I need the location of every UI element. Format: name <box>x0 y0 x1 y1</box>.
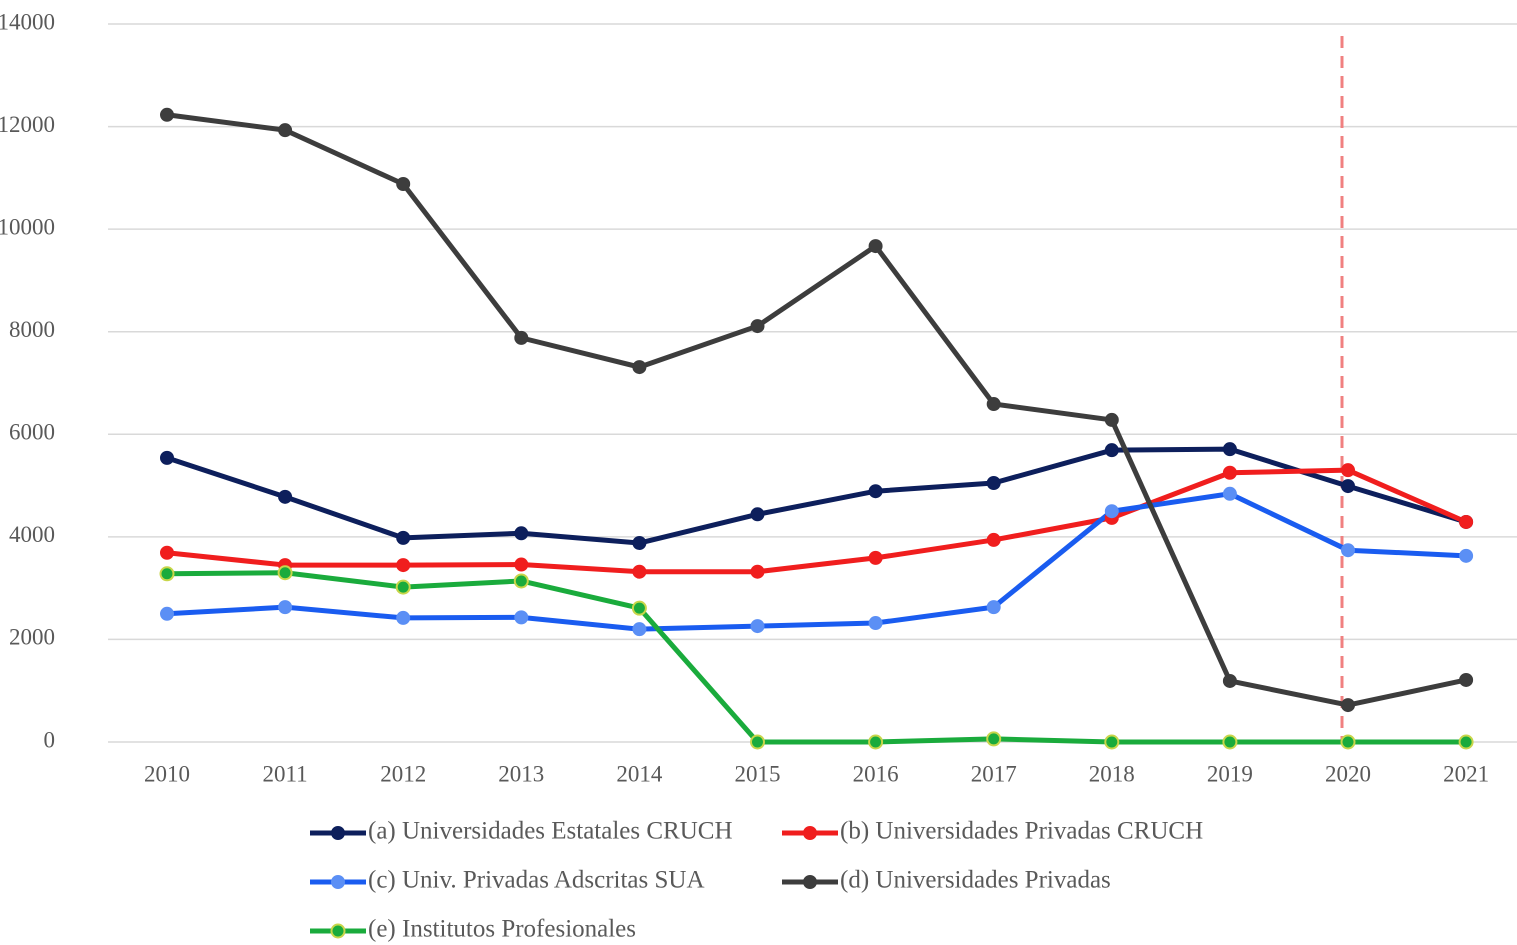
data-point <box>750 319 765 334</box>
legend-label: (d) Universidades Privadas <box>840 867 1111 894</box>
data-point <box>986 731 1002 747</box>
legend-label: (c) Univ. Privadas Adscritas SUA <box>368 867 705 894</box>
data-point <box>514 330 529 345</box>
data-point <box>986 600 1001 615</box>
data-point <box>632 536 647 551</box>
data-point <box>277 565 293 581</box>
data-point <box>1459 672 1474 687</box>
series-line <box>166 570 1467 745</box>
data-point <box>750 734 765 750</box>
legend-label: (a) Universidades Estatales CRUCH <box>368 818 733 845</box>
data-point <box>514 526 529 541</box>
legend-marker <box>330 923 346 939</box>
data-point <box>986 532 1001 547</box>
data-point <box>868 734 884 750</box>
data-point <box>160 107 174 122</box>
legend-marker <box>803 875 817 889</box>
data-point <box>632 622 647 637</box>
data-point <box>1341 698 1355 713</box>
data-point <box>278 489 293 504</box>
series-line <box>166 446 1467 546</box>
data-point <box>1222 465 1237 480</box>
data-point <box>632 360 647 375</box>
data-point <box>1222 734 1238 750</box>
y-tick-label: 12000 <box>0 112 55 137</box>
y-tick-label: 8000 <box>9 317 55 342</box>
y-tick-label: 2000 <box>9 625 55 650</box>
legend-marker <box>331 875 345 889</box>
y-tick-label: 10000 <box>0 214 55 239</box>
data-point <box>395 579 411 595</box>
data-point <box>1104 412 1119 427</box>
x-tick-label: 2020 <box>1325 761 1371 786</box>
y-tick-label: 14000 <box>0 9 55 34</box>
data-point <box>1104 734 1120 750</box>
data-point <box>513 573 529 589</box>
x-tick-label: 2015 <box>735 761 781 786</box>
y-tick-label: 6000 <box>9 420 55 445</box>
data-point <box>1459 514 1474 529</box>
data-point <box>1104 443 1119 458</box>
data-point <box>1222 442 1237 457</box>
x-tick-label: 2011 <box>263 761 308 786</box>
data-point <box>986 397 1001 412</box>
data-point <box>278 600 293 615</box>
data-point <box>396 530 411 545</box>
data-point <box>160 606 174 621</box>
data-point <box>750 507 765 522</box>
data-point <box>868 239 883 254</box>
data-point <box>1341 479 1355 494</box>
data-point <box>632 564 647 579</box>
x-tick-label: 2012 <box>380 761 426 786</box>
x-tick-label: 2010 <box>144 761 190 786</box>
x-tick-label: 2016 <box>853 761 899 786</box>
data-point <box>396 610 411 625</box>
x-tick-label: 2019 <box>1207 761 1253 786</box>
x-tick-label: 2017 <box>971 761 1017 786</box>
data-point <box>396 558 411 573</box>
data-point <box>514 610 529 625</box>
data-point <box>1341 463 1355 478</box>
y-tick-label: 4000 <box>9 522 55 547</box>
legend-label: (b) Universidades Privadas CRUCH <box>840 818 1203 845</box>
data-point <box>868 550 883 565</box>
data-point <box>159 566 175 582</box>
legend-label: (e) Institutos Profesionales <box>368 916 636 943</box>
data-point <box>278 123 293 138</box>
x-tick-label: 2021 <box>1443 761 1489 786</box>
data-point <box>1340 734 1356 750</box>
data-point <box>514 557 529 572</box>
data-point <box>868 484 883 499</box>
y-tick-label: 0 <box>44 727 56 752</box>
x-tick-label: 2014 <box>616 761 663 786</box>
data-point <box>1341 543 1355 558</box>
series-line <box>166 112 1467 708</box>
data-point <box>1222 486 1237 501</box>
x-tick-label: 2013 <box>498 761 544 786</box>
data-point <box>160 545 174 560</box>
data-point <box>1222 673 1237 688</box>
data-point <box>986 476 1001 491</box>
data-point <box>396 177 411 192</box>
data-point <box>750 564 765 579</box>
series-line <box>166 467 1468 575</box>
data-point <box>160 450 174 465</box>
data-point <box>1459 548 1474 563</box>
x-tick-label: 2018 <box>1089 761 1135 786</box>
data-point <box>868 616 883 631</box>
data-point <box>631 600 647 616</box>
data-point <box>1458 734 1474 750</box>
series-line <box>166 491 1467 632</box>
data-point <box>1104 504 1119 519</box>
legend-marker <box>331 826 345 840</box>
legend-marker <box>803 826 817 840</box>
data-point <box>750 619 765 634</box>
